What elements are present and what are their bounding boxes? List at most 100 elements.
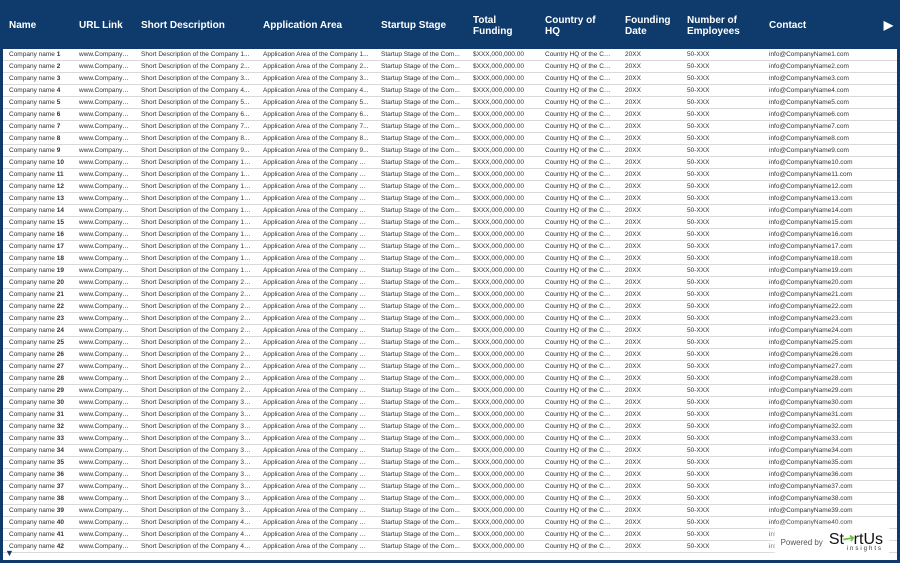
cell-name: Company name 18 [3,255,73,262]
table-row[interactable]: Company name 10www.Company10...Short Des… [3,157,897,169]
cell-name: Company name 23 [3,315,73,322]
table-row[interactable]: Company name 21www.Company21...Short Des… [3,289,897,301]
col-header-employees[interactable]: Number of Employees [681,11,763,42]
col-header-contact[interactable]: Contact [763,16,873,36]
table-row[interactable]: Company name 26www.Company26...Short Des… [3,349,897,361]
table-row[interactable]: Company name 15www.Company15...Short Des… [3,217,897,229]
cell-emp: 50-XXX [681,87,763,94]
powered-by-badge: Powered by St↗rtUs insights [775,528,889,554]
table-row[interactable]: Company name 29www.Company29...Short Des… [3,385,897,397]
cell-contact: info@CompanyName5.com [763,99,873,106]
cell-name: Company name 1 [3,51,73,58]
table-row[interactable]: Company name 6www.Company6...Short Descr… [3,109,897,121]
cell-emp: 50-XXX [681,327,763,334]
table-row[interactable]: Company name 42www.Company42...Short Des… [3,541,897,553]
cell-desc: Short Description of the Company 23... [135,315,257,322]
col-header-country[interactable]: Country of HQ [539,11,619,42]
scroll-down-icon[interactable]: ▼ [5,548,14,558]
col-header-name[interactable]: Name [3,16,73,36]
col-header-funding[interactable]: Total Funding [467,11,539,42]
table-row[interactable]: Company name 28www.Company28...Short Des… [3,373,897,385]
cell-url: www.Company36... [73,471,135,478]
table-row[interactable]: Company name 8www.Company8...Short Descr… [3,133,897,145]
table-row[interactable]: Company name 25www.Company25...Short Des… [3,337,897,349]
cell-url: www.Company41... [73,531,135,538]
cell-desc: Short Description of the Company 21... [135,291,257,298]
table-row[interactable]: Company name 9www.Company9...Short Descr… [3,145,897,157]
table-row[interactable]: Company name 19www.Company19...Short Des… [3,265,897,277]
cell-fund: $XXX,000,000.00 [467,231,539,238]
col-header-url[interactable]: URL Link [73,16,135,36]
cell-stage: Startup Stage of the Com... [375,159,467,166]
cell-fund: $XXX,000,000.00 [467,363,539,370]
cell-contact: info@CompanyName21.com [763,291,873,298]
cell-contact: info@CompanyName34.com [763,447,873,454]
col-header-stage[interactable]: Startup Stage [375,16,467,36]
table-row[interactable]: Company name 20www.Company20...Short Des… [3,277,897,289]
table-row[interactable]: Company name 13www.Company13...Short Des… [3,193,897,205]
table-row[interactable]: Company name 23www.Company23...Short Des… [3,313,897,325]
table-row[interactable]: Company name 24www.Company24...Short Des… [3,325,897,337]
cell-app: Application Area of the Company 18... [257,255,375,262]
table-row[interactable]: Company name 16www.Company16...Short Des… [3,229,897,241]
table-row[interactable]: Company name 34www.Company34...Short Des… [3,445,897,457]
cell-found: 20XX [619,531,681,538]
table-row[interactable]: Company name 2www.Company2...Short Descr… [3,61,897,73]
cell-stage: Startup Stage of the Com... [375,423,467,430]
cell-url: www.Company33... [73,435,135,442]
cell-stage: Startup Stage of the Com... [375,75,467,82]
table-row[interactable]: Company name 4www.Company4...Short Descr… [3,85,897,97]
cell-country: Country HQ of the Com... [539,207,619,214]
table-row[interactable]: Company name 41www.Company41...Short Des… [3,529,897,541]
cell-emp: 50-XXX [681,447,763,454]
table-row[interactable]: Company name 18www.Company18...Short Des… [3,253,897,265]
cell-fund: $XXX,000,000.00 [467,99,539,106]
cell-app: Application Area of the Company 24... [257,327,375,334]
cell-app: Application Area of the Company 42... [257,543,375,550]
table-row[interactable]: Company name 39www.Company39...Short Des… [3,505,897,517]
table-row[interactable]: Company name 27www.Company27...Short Des… [3,361,897,373]
cell-desc: Short Description of the Company 30... [135,399,257,406]
table-row[interactable]: Company name 32www.Company32...Short Des… [3,421,897,433]
table-row[interactable]: Company name 5www.Company5...Short Descr… [3,97,897,109]
cell-emp: 50-XXX [681,207,763,214]
table-row[interactable]: Company name 38www.Company38...Short Des… [3,493,897,505]
table-row[interactable]: Company name 17www.Company17...Short Des… [3,241,897,253]
cell-desc: Short Description of the Company 35... [135,459,257,466]
table-row[interactable]: Company name 31www.Company31...Short Des… [3,409,897,421]
cell-desc: Short Description of the Company 32... [135,423,257,430]
col-header-desc[interactable]: Short Description [135,16,257,36]
cell-stage: Startup Stage of the Com... [375,399,467,406]
cell-name: Company name 26 [3,351,73,358]
table-row[interactable]: Company name 30www.Company30...Short Des… [3,397,897,409]
cell-found: 20XX [619,387,681,394]
col-header-founding[interactable]: Founding Date [619,11,681,42]
table-row[interactable]: Company name 37www.Company37...Short Des… [3,481,897,493]
table-row[interactable]: Company name 35www.Company35...Short Des… [3,457,897,469]
cell-app: Application Area of the Company 35... [257,459,375,466]
table-row[interactable]: Company name 7www.Company7...Short Descr… [3,121,897,133]
cell-name: Company name 27 [3,363,73,370]
table-row[interactable]: Company name 1www.Company1...Short Descr… [3,49,897,61]
cell-found: 20XX [619,135,681,142]
powered-by-label: Powered by [781,538,823,547]
table-row[interactable]: Company name 3www.Company3...Short Descr… [3,73,897,85]
table-row[interactable]: Company name 11www.Company11...Short Des… [3,169,897,181]
cell-contact: info@CompanyName18.com [763,255,873,262]
cell-url: www.Company42... [73,543,135,550]
table-row[interactable]: Company name 40www.Company40...Short Des… [3,517,897,529]
table-row[interactable]: Company name 33www.Company33...Short Des… [3,433,897,445]
col-header-app[interactable]: Application Area [257,16,375,36]
cell-country: Country HQ of the Com... [539,75,619,82]
table-row[interactable]: Company name 22www.Company22...Short Des… [3,301,897,313]
cell-stage: Startup Stage of the Com... [375,495,467,502]
table-row[interactable]: Company name 36www.Company36...Short Des… [3,469,897,481]
cell-emp: 50-XXX [681,171,763,178]
cell-found: 20XX [619,63,681,70]
cell-stage: Startup Stage of the Com... [375,483,467,490]
table-row[interactable]: Company name 14www.Company14...Short Des… [3,205,897,217]
table-row[interactable]: Company name 12www.Company12...Short Des… [3,181,897,193]
scroll-right-icon[interactable]: ▶ [884,19,893,33]
cell-desc: Short Description of the Company 13... [135,195,257,202]
cell-fund: $XXX,000,000.00 [467,543,539,550]
